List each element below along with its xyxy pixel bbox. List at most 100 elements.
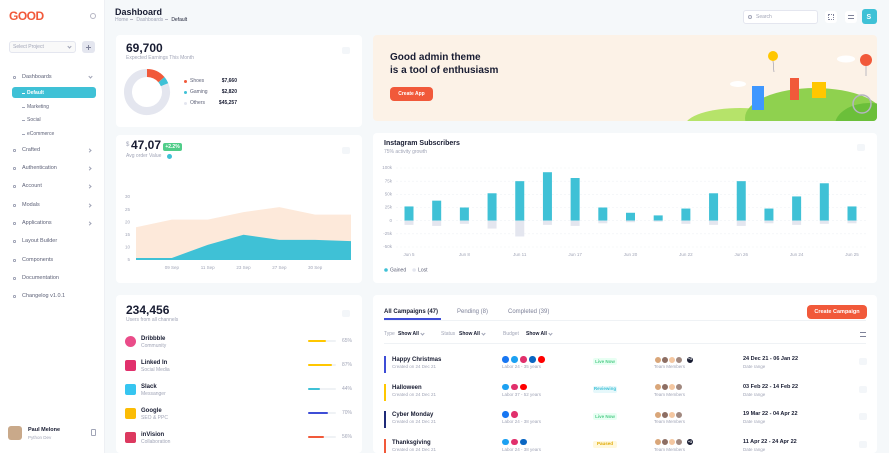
- menu-item[interactable]: Dashboards: [22, 74, 52, 80]
- team-more: [686, 355, 694, 364]
- team-more-label: +3: [688, 357, 692, 361]
- breadcrumb-item[interactable]: Dashboards: [136, 17, 164, 23]
- team-more: [686, 438, 694, 446]
- more-button[interactable]: [857, 144, 865, 151]
- menu-icon: [13, 222, 16, 225]
- create-campaign-label[interactable]: Create Campaign: [814, 308, 860, 315]
- create-app-label[interactable]: Create App: [398, 90, 425, 97]
- more-button[interactable]: [859, 440, 867, 448]
- menu-item[interactable]: Layout Builder: [22, 238, 58, 244]
- progress-fill: [308, 364, 333, 366]
- campaign-tab[interactable]: Completed (39): [508, 309, 550, 315]
- users-card: [116, 295, 362, 453]
- logo: GOOD: [9, 9, 44, 23]
- more-button[interactable]: [342, 310, 350, 317]
- order-value: 47,07: [131, 138, 162, 152]
- settings-icon[interactable]: [90, 13, 96, 19]
- filter-value[interactable]: Show All: [398, 331, 419, 337]
- social-icon: [520, 383, 527, 390]
- team-avatar: [675, 410, 683, 419]
- channel-name: inVision: [141, 432, 165, 438]
- chat-button[interactable]: [845, 11, 857, 23]
- header-avatar[interactable]: [862, 9, 877, 24]
- status-badge: [593, 440, 617, 448]
- team-label: Team Members: [654, 364, 686, 369]
- dates-label: Date range: [743, 391, 766, 397]
- campaign-name[interactable]: Happy Christmas: [392, 357, 442, 363]
- instagram-title: Instagram Subscribers: [384, 140, 460, 147]
- user-name: Paul Melone: [28, 427, 61, 433]
- menu-icon: [13, 295, 16, 298]
- menu-item[interactable]: Account: [22, 183, 42, 189]
- campaigns-card: [373, 295, 877, 453]
- campaign-tab[interactable]: All Campaigns (47): [384, 309, 439, 315]
- channel-percent: 56%: [342, 433, 353, 440]
- menu-item[interactable]: Documentation: [22, 275, 59, 281]
- menu-item[interactable]: Components: [22, 257, 54, 263]
- breadcrumb-item[interactable]: Home: [115, 17, 129, 23]
- status-label: Live Now: [595, 358, 615, 364]
- instagram-subtitle: 75% activity growth: [384, 149, 428, 155]
- menu-item[interactable]: Changelog v1.0.1: [22, 293, 66, 299]
- tabs-divider: [384, 319, 866, 321]
- more-button[interactable]: [342, 147, 350, 154]
- tab-underline: [384, 318, 441, 320]
- more-button[interactable]: [859, 385, 867, 393]
- submenu-item[interactable]: Default: [27, 90, 44, 96]
- users-subtitle: Users from all channels: [126, 317, 179, 323]
- channel-desc: Collaboration: [141, 438, 171, 445]
- menu-icon: [13, 204, 16, 207]
- channel-icon: [125, 336, 136, 347]
- social-icon: [502, 411, 509, 418]
- more-button[interactable]: [859, 358, 867, 365]
- channel-desc: Community: [141, 342, 167, 349]
- channel-percent: 87%: [342, 361, 353, 368]
- menu-item[interactable]: Applications: [22, 220, 52, 226]
- menu-item[interactable]: Crafted: [22, 147, 41, 153]
- status-label: Live Now: [595, 413, 615, 419]
- more-button[interactable]: [859, 413, 867, 420]
- channel-desc: Messanger: [141, 390, 166, 397]
- create-app-button[interactable]: [390, 87, 433, 101]
- social-icon: [511, 356, 518, 363]
- more-button[interactable]: [342, 47, 350, 54]
- chat-icon: [848, 14, 854, 19]
- status-label: Reviewing: [593, 386, 617, 391]
- submenu-item[interactable]: Marketing: [27, 104, 49, 110]
- legend-name: Gaming: [190, 89, 208, 95]
- team-more-label: +3: [688, 439, 692, 444]
- legend-value: $45,257: [218, 100, 237, 106]
- menu-item[interactable]: Authentication: [22, 165, 57, 171]
- row-accent: [384, 438, 386, 453]
- team-avatar: [675, 355, 683, 364]
- menu-item[interactable]: Modals: [22, 202, 40, 208]
- submenu-item[interactable]: Social: [27, 117, 41, 123]
- campaign-name[interactable]: Halloween: [392, 384, 422, 391]
- channel-desc: SEO & PPC: [141, 414, 168, 421]
- project-select[interactable]: [9, 41, 76, 53]
- menu-icon: [13, 185, 16, 188]
- filter-value[interactable]: Show All: [459, 331, 480, 337]
- menu-active: [12, 87, 96, 98]
- progress-fill: [308, 340, 327, 342]
- banner-title: is a tool of enthusiasm: [390, 65, 499, 76]
- row-accent: [384, 411, 386, 428]
- instagram-card: [373, 133, 877, 283]
- campaign-dates: 03 Feb 22 - 14 Feb 22: [743, 383, 799, 390]
- submenu-item[interactable]: eCommerce: [27, 131, 55, 137]
- channel-name: Linked In: [141, 360, 168, 366]
- create-campaign-button[interactable]: [807, 305, 867, 319]
- campaign-tab[interactable]: Pending (8): [457, 309, 489, 315]
- search-box[interactable]: [743, 10, 818, 24]
- campaign-name[interactable]: Cyber Monday: [392, 412, 434, 418]
- logout-icon[interactable]: [91, 429, 96, 436]
- menu-icon: [13, 167, 16, 170]
- change-label: +2.2%: [165, 144, 180, 150]
- breadcrumb-item: Default: [171, 17, 188, 23]
- plus-icon: [88, 44, 89, 50]
- table-divider: [384, 343, 866, 344]
- filter-icon[interactable]: [860, 332, 866, 337]
- channel-name: Slack: [141, 384, 157, 390]
- campaign-name[interactable]: Thanksgiving: [392, 439, 431, 446]
- filter-value[interactable]: Show All: [526, 331, 547, 337]
